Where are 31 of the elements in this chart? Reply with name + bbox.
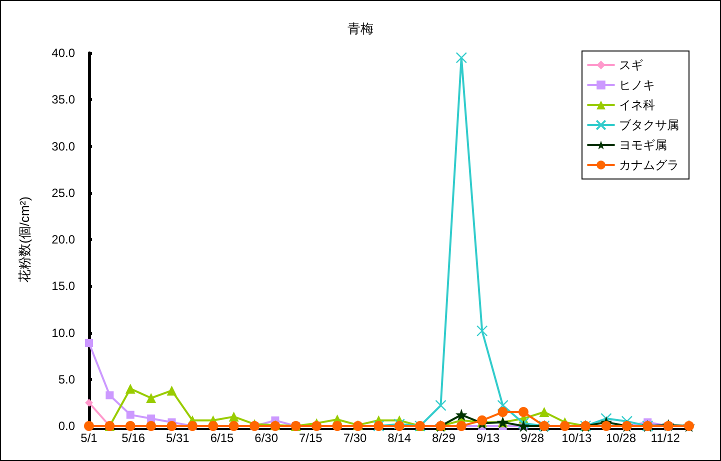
y-tick-label: 25.0 (52, 186, 76, 200)
y-tick-label: 35.0 (52, 92, 76, 107)
legend-label: ヒノキ (619, 78, 655, 92)
x-tick-label: 10/13 (562, 431, 592, 445)
x-tick-label: 9/28 (520, 431, 544, 445)
y-tick-label: 5.0 (58, 372, 76, 386)
x-tick-label: 11/12 (650, 431, 680, 445)
x-tick-label: 5/31 (166, 431, 190, 445)
legend-label: スギ (619, 58, 643, 72)
x-tick-label: 5/1 (80, 431, 98, 445)
x-tick-label: 8/14 (388, 431, 412, 445)
x-tick-label: 6/30 (254, 431, 278, 445)
x-tick-label: 7/15 (298, 431, 323, 445)
y-tick-label: 10.0 (52, 326, 76, 340)
x-tick-label: 10/28 (606, 431, 636, 445)
y-tick-label: 30.0 (52, 139, 76, 154)
legend-label: カナムグラ (619, 158, 679, 172)
x-tick-label: 6/15 (210, 431, 234, 445)
y-tick-label: 40.0 (52, 46, 76, 60)
x-tick-label: 9/13 (476, 431, 500, 445)
y-tick-label: 20.0 (52, 232, 76, 246)
legend-label: ブタクサ属 (619, 118, 679, 132)
y-tick-label: 15.0 (52, 279, 76, 294)
legend-label: イネ科 (619, 98, 655, 112)
chart-title: 青梅 (348, 21, 374, 36)
x-tick-label: 7/30 (343, 431, 368, 445)
y-axis-title: 花粉数(個/cm²) (17, 196, 32, 282)
x-tick-label: 8/29 (432, 431, 456, 445)
x-tick-label: 5/16 (122, 431, 146, 445)
legend-label: ヨモギ属 (619, 138, 667, 152)
y-tick-label: 0.0 (58, 419, 76, 433)
